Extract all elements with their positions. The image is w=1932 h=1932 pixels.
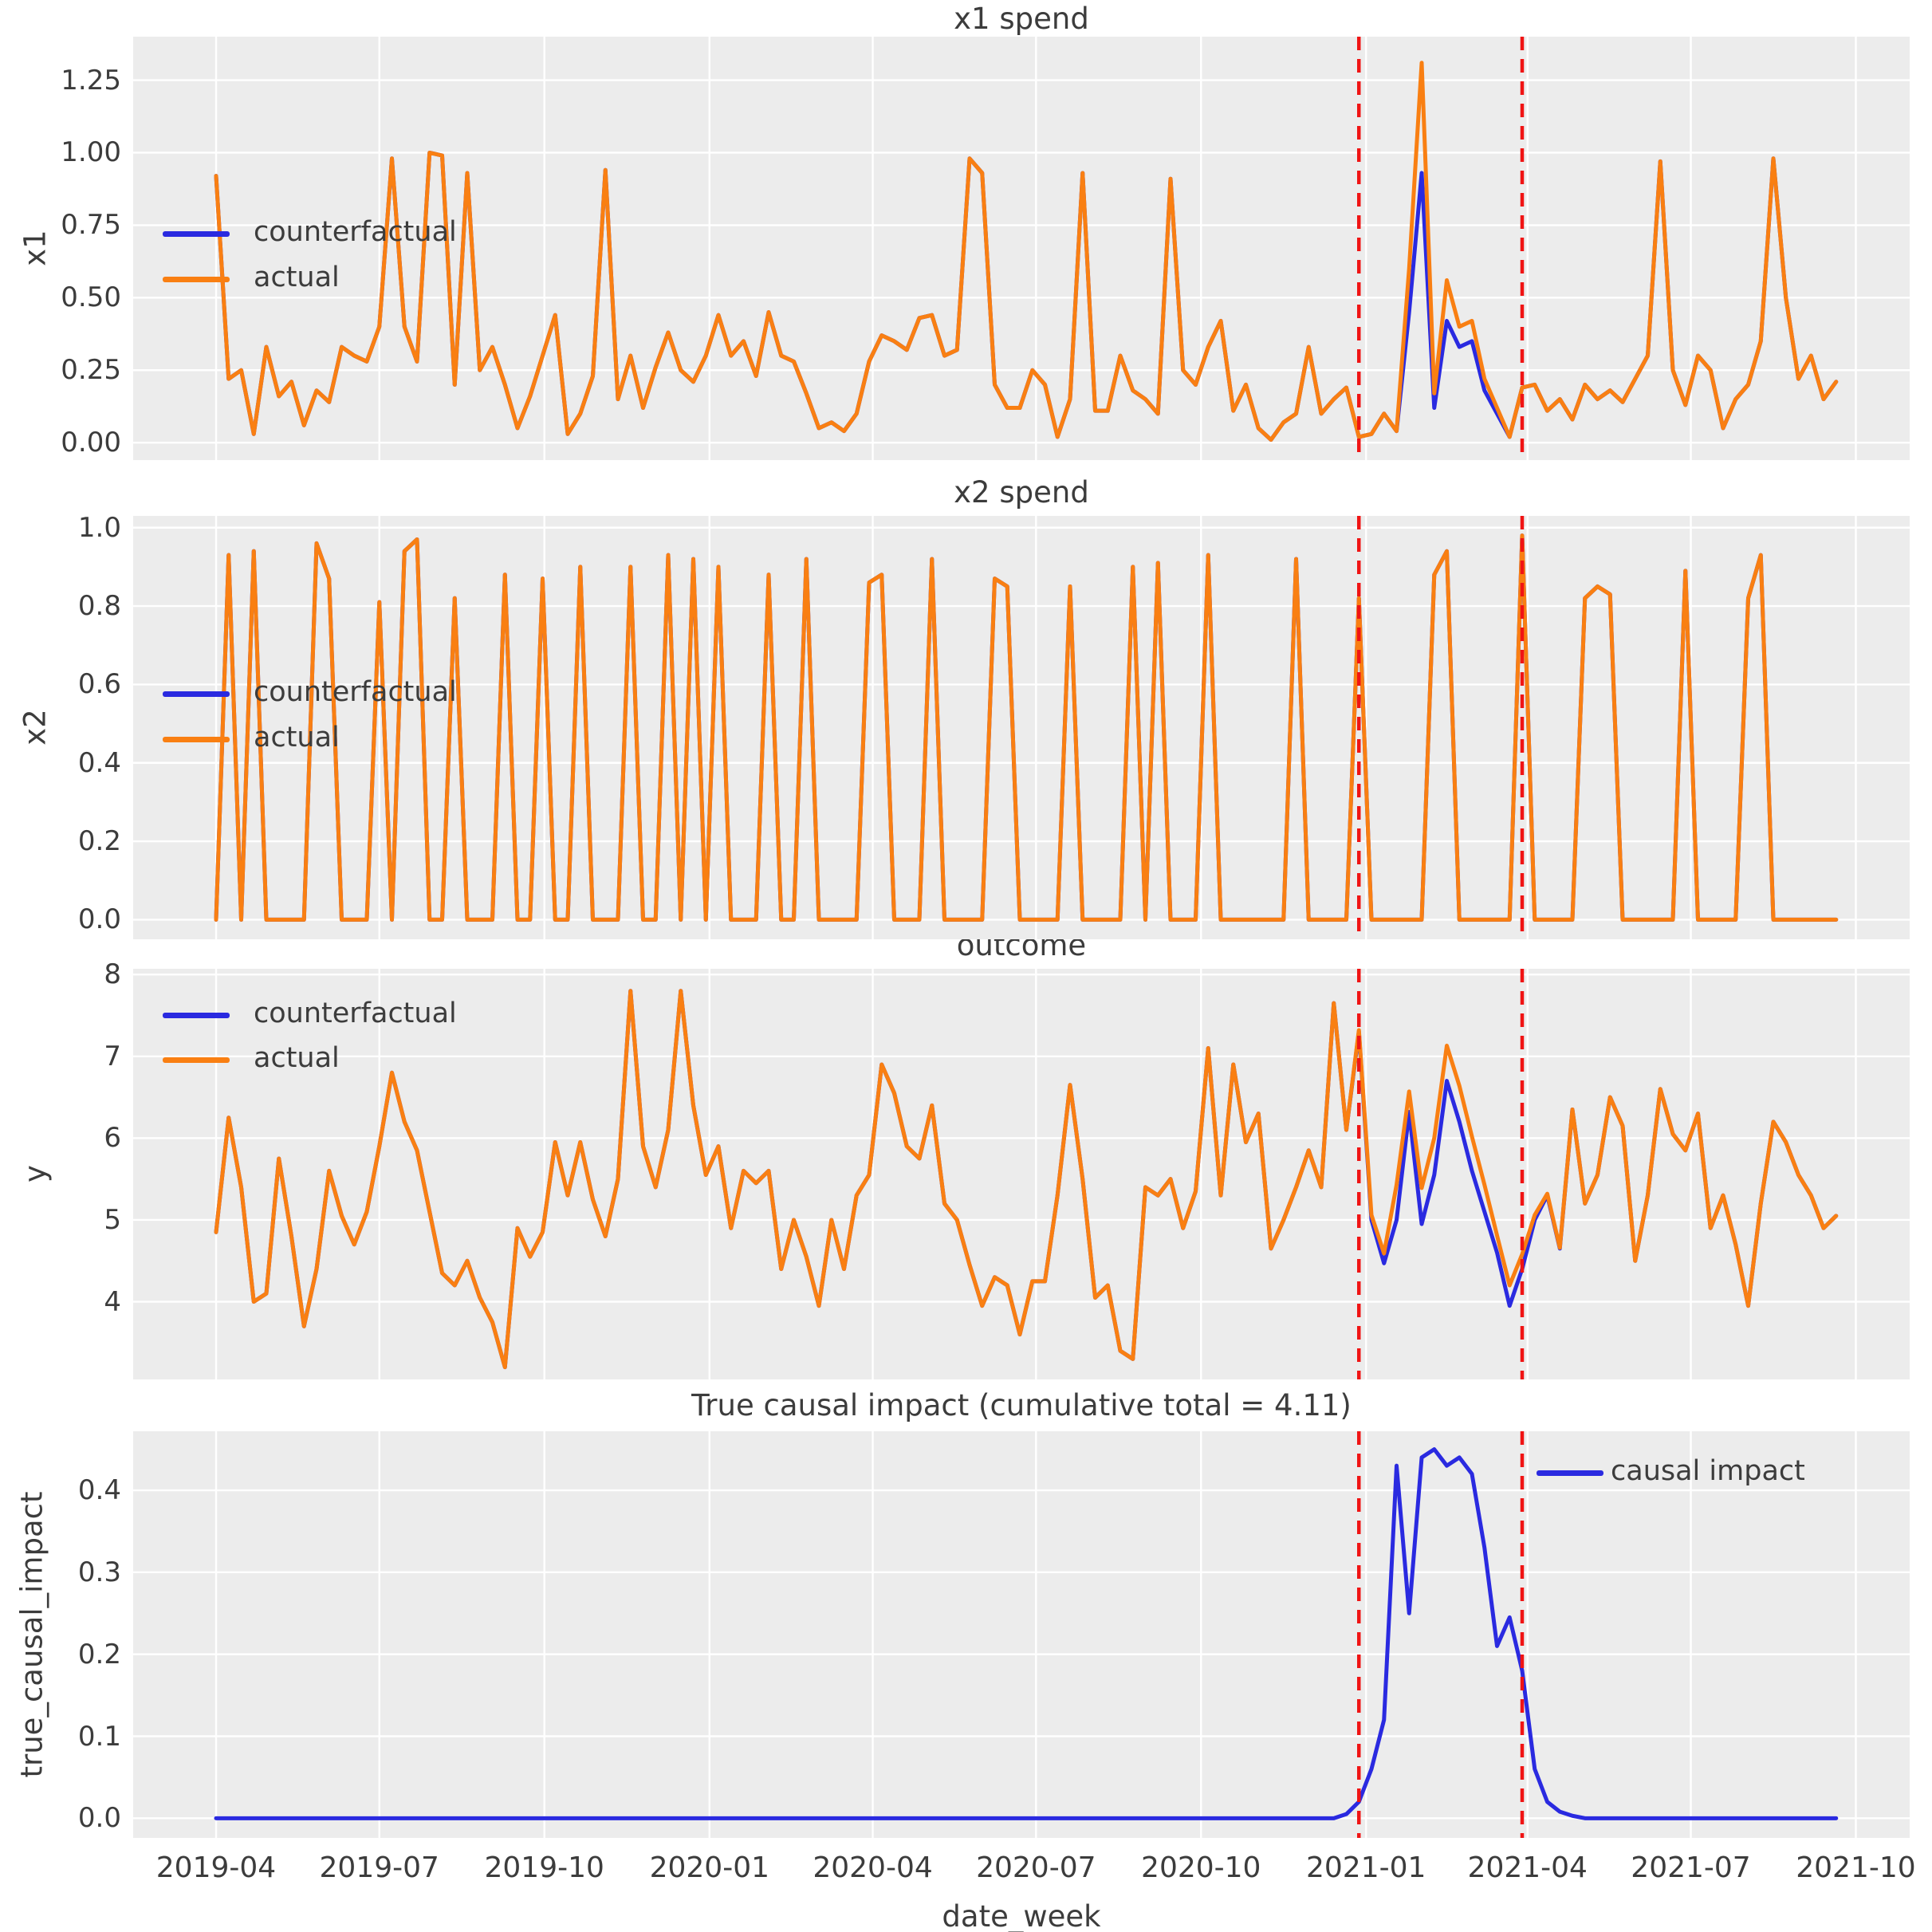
panel-3-ytick-1: 5 — [104, 1203, 121, 1236]
series-actual — [214, 61, 1839, 443]
panel-4-title: True causal impact (cumulative total = 4… — [691, 1388, 1352, 1422]
series-actual — [214, 989, 1839, 1370]
legend-swatch-actual — [163, 277, 230, 282]
panel-3-ytick-0: 4 — [104, 1285, 121, 1318]
panel-2-ytick-2: 0.4 — [77, 746, 121, 779]
panel-3-ytick-2: 6 — [104, 1122, 121, 1155]
legend-swatch-actual — [163, 1057, 230, 1063]
x-tick-10: 2021-10 — [1796, 1851, 1916, 1884]
panel-4-ytick-4: 0.4 — [77, 1474, 121, 1507]
panel-4-svg — [133, 1431, 1910, 1838]
x-tick-0: 2019-04 — [155, 1851, 277, 1884]
panel-2-ytick-5: 1.0 — [77, 511, 121, 544]
panel-2-ytick-0: 0.0 — [77, 903, 121, 936]
series-actual — [214, 533, 1839, 922]
panel-2-ytick-3: 0.6 — [77, 668, 121, 701]
x-tick-1: 2019-07 — [319, 1851, 439, 1884]
x-tick-8: 2021-04 — [1467, 1851, 1588, 1884]
panel-1-title: x1 spend — [954, 2, 1089, 36]
legend-label-counterfactual: counterfactual — [254, 216, 457, 248]
legend-swatch-actual — [163, 737, 230, 742]
series-causal-impact — [214, 1447, 1839, 1820]
panel-1-svg — [133, 37, 1910, 460]
panel-1-ytick-1: 0.25 — [61, 354, 121, 387]
panel-2-svg — [133, 516, 1910, 939]
x-tick-4: 2020-04 — [813, 1851, 933, 1884]
x-tick-6: 2020-10 — [1141, 1851, 1261, 1884]
panel-4-plot-area — [133, 1431, 1910, 1838]
x-tick-9: 2021-07 — [1631, 1851, 1751, 1884]
x-axis-label: date_week — [942, 1899, 1101, 1932]
panel-2-ylabel: x2 — [18, 709, 53, 746]
panel-1-plot-area — [133, 37, 1910, 460]
panel-3-ytick-4: 8 — [104, 958, 121, 991]
panel-3-ytick-3: 7 — [104, 1040, 121, 1072]
legend-label-actual: actual — [254, 262, 340, 293]
panel-4-ytick-2: 0.2 — [77, 1638, 121, 1670]
panel-4-ytick-3: 0.3 — [77, 1556, 121, 1588]
legend-label-actual: actual — [254, 722, 340, 754]
legend-swatch-causal-impact — [1537, 1470, 1603, 1476]
panel-1-ytick-5: 1.25 — [61, 64, 121, 96]
legend-swatch-counterfactual — [163, 1013, 230, 1018]
panel-1-ytick-2: 0.50 — [61, 281, 121, 314]
panel-3-plot-area — [133, 969, 1910, 1379]
panel-2-ytick-1: 0.2 — [77, 825, 121, 858]
x-tick-3: 2020-01 — [649, 1851, 770, 1884]
panel-4-ytick-0: 0.0 — [77, 1802, 121, 1835]
legend-swatch-counterfactual — [163, 691, 230, 697]
x-tick-7: 2021-01 — [1306, 1851, 1426, 1884]
panel-2-title: x2 spend — [954, 475, 1089, 510]
legend-label-counterfactual: counterfactual — [254, 676, 457, 708]
legend-label-counterfactual: counterfactual — [254, 997, 457, 1029]
panel-1-ytick-0: 0.00 — [61, 427, 121, 459]
panel-3-ylabel: y — [18, 1165, 53, 1182]
x-tick-2: 2019-10 — [484, 1851, 604, 1884]
legend-label-actual: actual — [254, 1042, 340, 1074]
legend-label-causal-impact: causal impact — [1611, 1455, 1805, 1487]
panel-4-ytick-1: 0.1 — [77, 1720, 121, 1753]
panel-2-ytick-4: 0.8 — [77, 590, 121, 623]
panel-3-svg — [133, 969, 1910, 1379]
x-tick-5: 2020-07 — [976, 1851, 1096, 1884]
panel-1-ytick-3: 0.75 — [61, 209, 121, 242]
panel-1-ytick-4: 1.00 — [61, 136, 121, 169]
legend-swatch-counterfactual — [163, 231, 230, 237]
panel-2-plot-area — [133, 516, 1910, 939]
